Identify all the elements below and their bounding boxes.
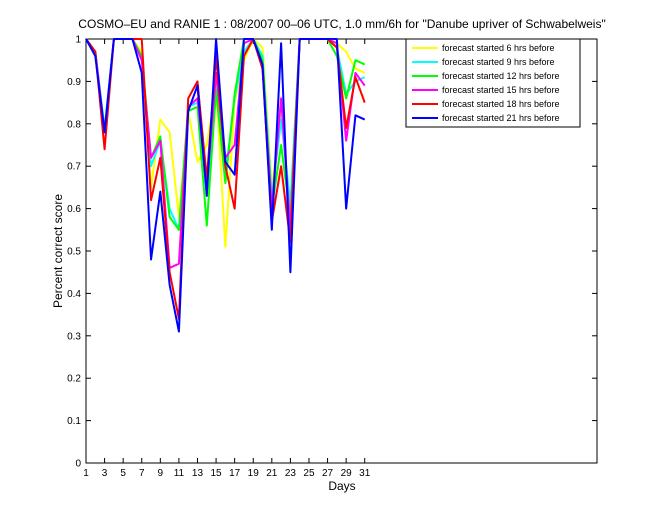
x-tick-label: 15: [211, 468, 223, 479]
x-tick-label: 7: [139, 468, 145, 479]
y-tick-label: 0.7: [67, 162, 81, 173]
legend-label: forecast started 18 hrs before: [442, 99, 560, 109]
x-tick-label: 19: [248, 468, 260, 479]
y-tick-label: 1: [75, 35, 81, 46]
y-tick-label: 0.1: [67, 416, 81, 427]
x-tick-label: 23: [285, 468, 297, 479]
y-axis-ticks: 0 0.1 0.2 0.3 0.4 0.5 0.6 0.7 0.8 0.9 1: [67, 35, 597, 470]
y-tick-label: 0.9: [67, 77, 81, 88]
y-tick-label: 0.4: [67, 289, 81, 300]
x-tick-label: 21: [266, 468, 278, 479]
legend-label: forecast started 6 hrs before: [442, 43, 555, 53]
legend-label: forecast started 12 hrs before: [442, 71, 560, 81]
x-tick-label: 17: [229, 468, 241, 479]
legend-box: [405, 38, 581, 128]
y-axis-label: Percent correct score: [51, 194, 65, 308]
x-tick-label: 11: [174, 468, 185, 479]
x-tick-label: 29: [341, 468, 353, 479]
legend: forecast started 6 hrs before forecast st…: [405, 38, 581, 128]
y-tick-label: 0.6: [67, 204, 81, 215]
chart-title: COSMO–EU and RANIE 1 : 08/2007 00–06 UTC…: [78, 17, 605, 31]
legend-label: forecast started 15 hrs before: [442, 85, 560, 95]
series-lines: [85, 38, 366, 333]
x-axis-label: Days: [328, 479, 355, 493]
y-tick-label: 0.5: [67, 247, 81, 258]
x-tick-label: 31: [359, 468, 371, 479]
series-line-6: [85, 38, 366, 333]
x-tick-label: 25: [303, 468, 315, 479]
x-tick-label: 1: [83, 468, 89, 479]
y-tick-label: 0.2: [67, 374, 81, 385]
legend-label: forecast started 9 hrs before: [442, 57, 555, 67]
x-tick-label: 13: [192, 468, 204, 479]
x-tick-label: 27: [322, 468, 334, 479]
y-tick-label: 0: [75, 459, 81, 470]
y-tick-label: 0.8: [67, 119, 81, 130]
x-tick-label: 3: [102, 468, 108, 479]
x-tick-label: 9: [158, 468, 164, 479]
legend-label: forecast started 21 hrs before: [442, 113, 560, 123]
x-tick-label: 5: [120, 468, 126, 479]
y-tick-label: 0.3: [67, 331, 81, 342]
